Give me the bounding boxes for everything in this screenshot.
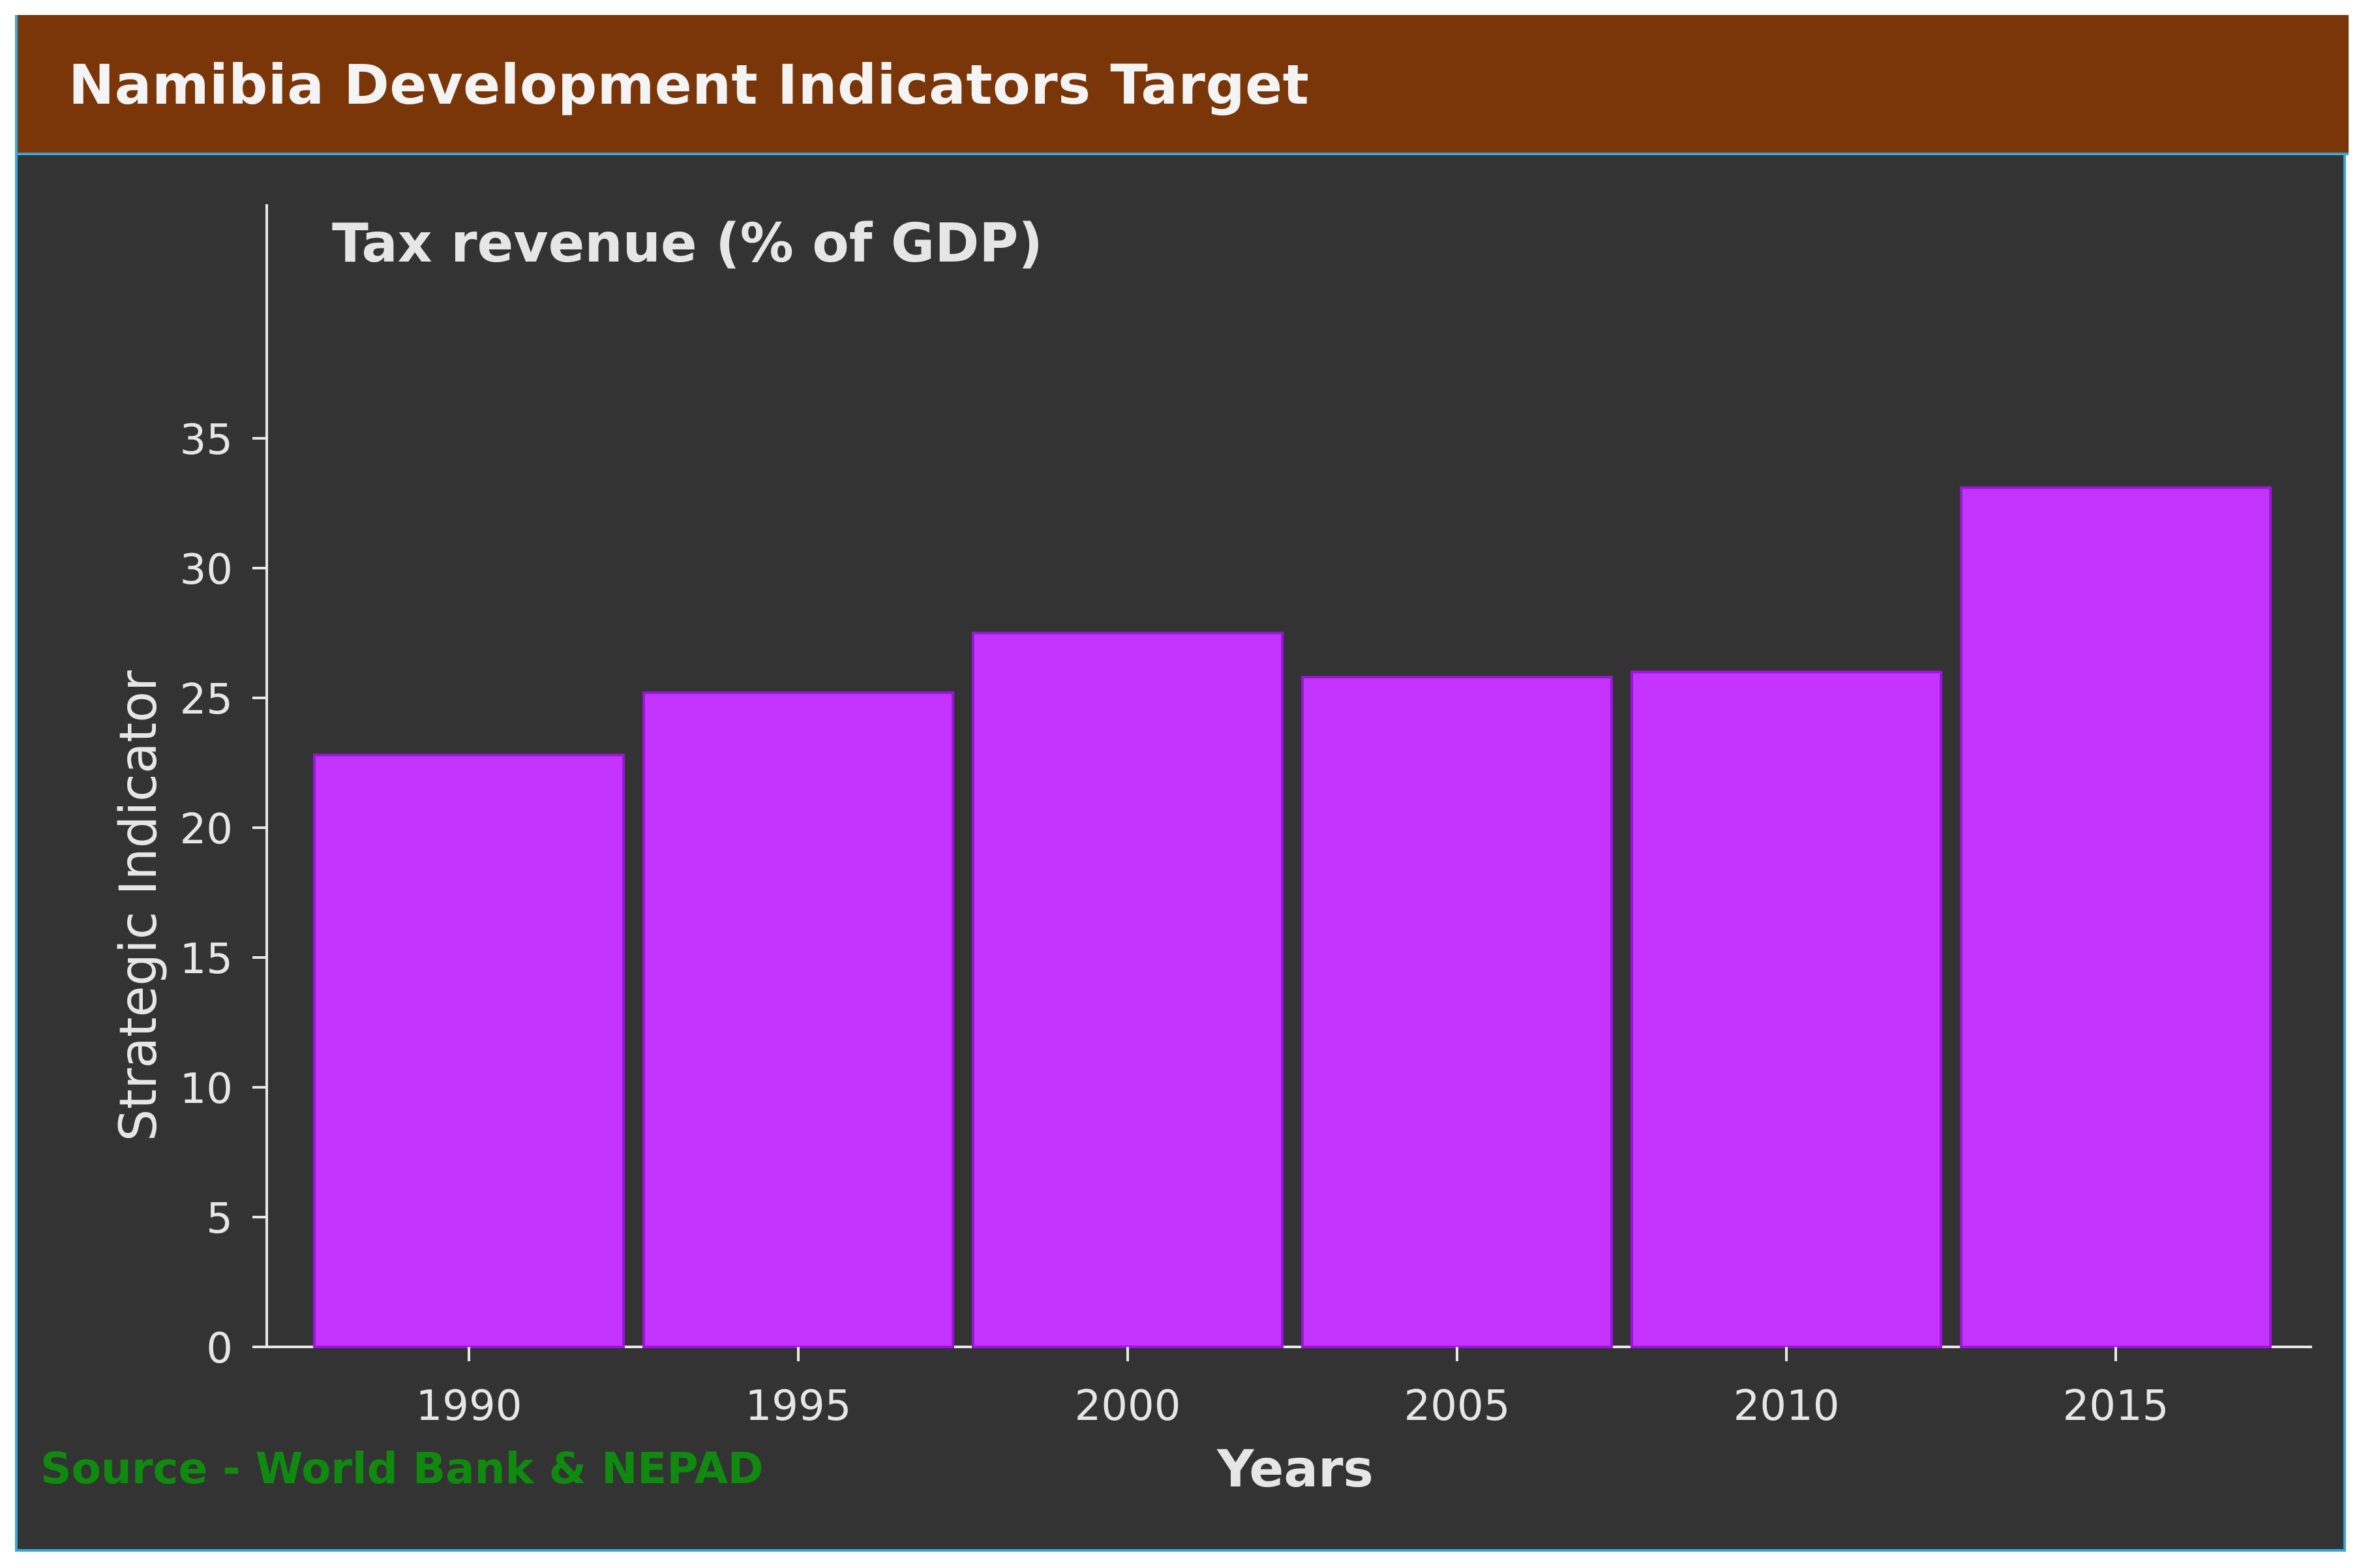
x-tick-label: 1990 [416,1382,522,1430]
x-tick-label: 2015 [2063,1382,2169,1430]
x-axis-ticks: 1990 1995 2000 2005 2010 2015 [416,1347,2169,1430]
x-tick-label: 1995 [745,1382,852,1430]
bars-group [313,486,2272,1349]
bar-1990 [313,753,625,1349]
x-tick-label: 2010 [1734,1382,1840,1430]
y-tick-label: 35 [180,416,233,464]
y-tick-label: 20 [180,806,233,854]
chart-panel: Tax revenue (% of GDP) 0 5 10 15 20 25 30 35 19… [15,15,2349,1552]
bar-2010 [1631,671,1942,1349]
bar-2015 [1960,486,2272,1348]
y-tick-label: 30 [180,546,233,594]
y-axis-label: Strategic Indicator [110,670,168,1141]
y-tick-label: 15 [180,935,233,984]
header-bar: Namibia Development Indicators Target [18,15,2349,155]
x-tick-label: 2000 [1075,1382,1181,1430]
x-tick-label: 2005 [1404,1382,1511,1430]
y-tick-label: 5 [206,1195,233,1243]
x-axis-label: Years [1216,1440,1374,1499]
y-tick-label: 25 [180,676,233,724]
bar-chart: Tax revenue (% of GDP) 0 5 10 15 20 25 30 35 19… [110,204,2312,1499]
source-note: Source - World Bank & NEPAD [40,1443,764,1494]
y-tick-label: 0 [206,1325,233,1373]
y-tick-label: 10 [180,1065,233,1113]
chart-title: Tax revenue (% of GDP) [332,213,1043,275]
bar-2005 [1301,676,1613,1348]
page-title: Namibia Development Indicators Target [68,53,1310,117]
y-axis-ticks: 0 5 10 15 20 25 30 35 [180,416,267,1373]
bar-2000 [972,631,1284,1348]
bar-1995 [642,691,954,1349]
